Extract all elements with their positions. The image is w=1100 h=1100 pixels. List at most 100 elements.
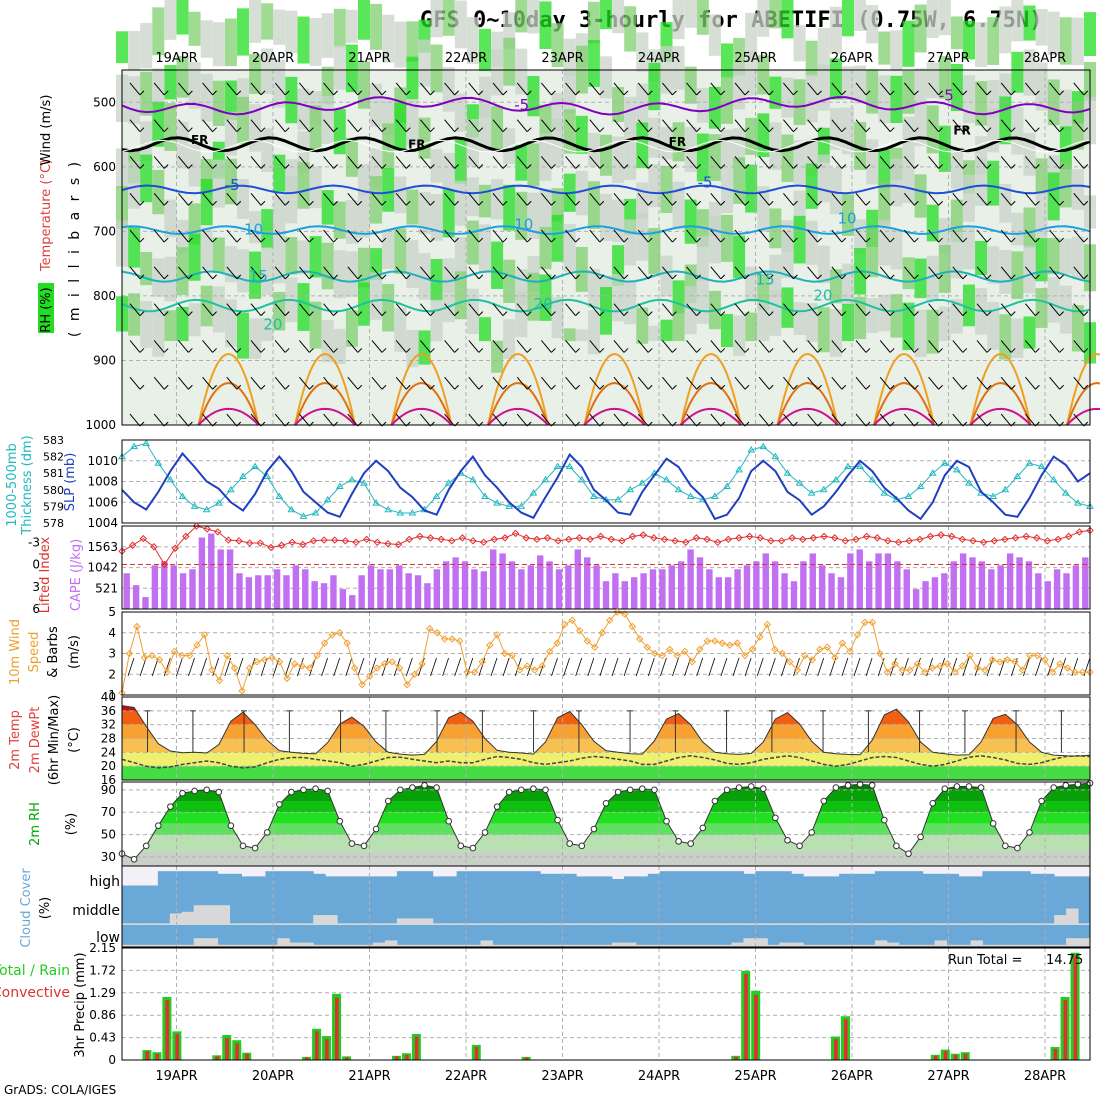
wind-barb xyxy=(478,237,484,243)
wind-barb xyxy=(938,90,943,96)
wind-barb xyxy=(202,192,213,206)
wind-barb xyxy=(938,348,943,353)
rh-shade-cell xyxy=(1023,5,1036,41)
rh-shade-cell xyxy=(1059,341,1072,425)
rh-shade-cell xyxy=(914,174,927,218)
wind-speed-marker xyxy=(703,637,712,645)
wind-barb xyxy=(139,237,145,243)
wind-barb xyxy=(468,340,480,353)
wind-barb xyxy=(734,340,746,353)
lifted-index-marker xyxy=(341,537,350,545)
rh-shade-cell xyxy=(164,103,177,152)
cloud-cell xyxy=(1018,923,1031,925)
cloud-cell xyxy=(504,923,517,925)
wind-barb xyxy=(613,266,625,280)
wind-barb xyxy=(710,82,722,96)
date-label-bottom: 19APR xyxy=(155,1069,197,1084)
cloud-cell xyxy=(384,923,398,925)
wind-barb xyxy=(831,192,843,206)
rh-shade-cell xyxy=(950,16,963,50)
rh-shade-cell xyxy=(188,341,201,425)
rh-marker xyxy=(384,797,392,805)
rh-marker xyxy=(203,786,210,794)
rh-shade-cell xyxy=(140,71,153,116)
wind-barb xyxy=(710,156,722,169)
wind-barb xyxy=(768,200,774,206)
upper-air-frame xyxy=(121,69,1091,426)
thickness-marker xyxy=(384,505,393,513)
thickness-marker xyxy=(638,479,647,486)
wind-barb xyxy=(952,340,964,353)
thickness-marker xyxy=(348,475,356,483)
surface-isotherm xyxy=(390,381,453,426)
wind-barb xyxy=(226,266,238,280)
wind-barb xyxy=(347,192,359,206)
wind-barb xyxy=(889,164,895,169)
wind-speed-marker xyxy=(891,660,899,668)
wind-barb xyxy=(395,156,407,169)
rh-shade-cell xyxy=(987,301,1000,350)
wind-barb xyxy=(928,376,939,390)
lifted-index-marker xyxy=(522,534,530,542)
rh-shade-cell xyxy=(672,181,685,230)
thickness-marker xyxy=(1025,459,1034,466)
wind-speed-marker xyxy=(816,645,824,654)
wind-barb xyxy=(492,376,504,390)
wind-barb xyxy=(647,90,653,96)
wind-barb xyxy=(758,413,770,427)
surface-isotherm xyxy=(197,352,260,426)
wind-barb xyxy=(831,413,843,427)
wind-barb xyxy=(1000,376,1012,390)
wind-barb xyxy=(904,376,915,390)
rh-shade-cell xyxy=(285,76,298,124)
cloud-cell xyxy=(576,876,589,892)
wind-speed-marker xyxy=(470,668,479,676)
lifted-index-marker xyxy=(554,537,562,545)
rh-shade-cell xyxy=(237,249,249,293)
rh-marker xyxy=(1014,844,1021,852)
wind-speed-marker xyxy=(733,639,742,647)
wind-barb xyxy=(188,90,193,96)
thickness-marker xyxy=(323,495,332,503)
wind-barb xyxy=(430,348,435,353)
wind-barb xyxy=(599,274,605,280)
lifted-index-marker xyxy=(479,538,488,547)
wind-speed-marker xyxy=(988,656,997,664)
lifted-index-marker xyxy=(533,535,541,544)
wind-barb xyxy=(841,164,847,169)
wind-barb xyxy=(841,237,847,243)
rh-marker xyxy=(626,786,634,794)
wind-barb xyxy=(323,340,334,353)
thickness-marker xyxy=(590,492,598,499)
thickness-marker xyxy=(408,509,417,516)
wind-barb xyxy=(1059,200,1064,206)
wind-barb xyxy=(250,192,262,206)
cloud-cell xyxy=(205,938,219,947)
lifted-index-marker xyxy=(692,534,701,542)
wind-barb xyxy=(420,229,431,243)
lifted-index-marker xyxy=(128,541,137,549)
cloud-cell xyxy=(361,944,374,947)
rh-shade-cell xyxy=(721,171,733,214)
rh-shade-cell xyxy=(1059,161,1072,208)
rh-tick-label: 50 xyxy=(101,828,116,842)
wind-barb xyxy=(599,348,605,353)
wind-barb xyxy=(1025,119,1036,133)
wind-barb xyxy=(139,274,145,280)
wind-barb xyxy=(129,266,141,280)
isotherm-label: FR xyxy=(408,138,425,152)
wind-barb xyxy=(637,192,649,206)
thickness-marker xyxy=(299,512,308,519)
thickness-marker xyxy=(360,479,368,486)
wind-barb xyxy=(420,266,431,280)
rh-shade-cell xyxy=(188,144,201,187)
lifted-index-marker xyxy=(1011,534,1020,542)
rh-shade-cell xyxy=(745,164,758,213)
wind-speed-marker xyxy=(613,608,621,616)
wind-barb xyxy=(236,127,242,133)
rh-shade-cell xyxy=(854,65,867,104)
rh-shade-cell xyxy=(503,184,516,231)
wind-speed-marker xyxy=(523,662,531,670)
cape-bar xyxy=(189,569,196,609)
cloud-cell xyxy=(886,942,900,947)
